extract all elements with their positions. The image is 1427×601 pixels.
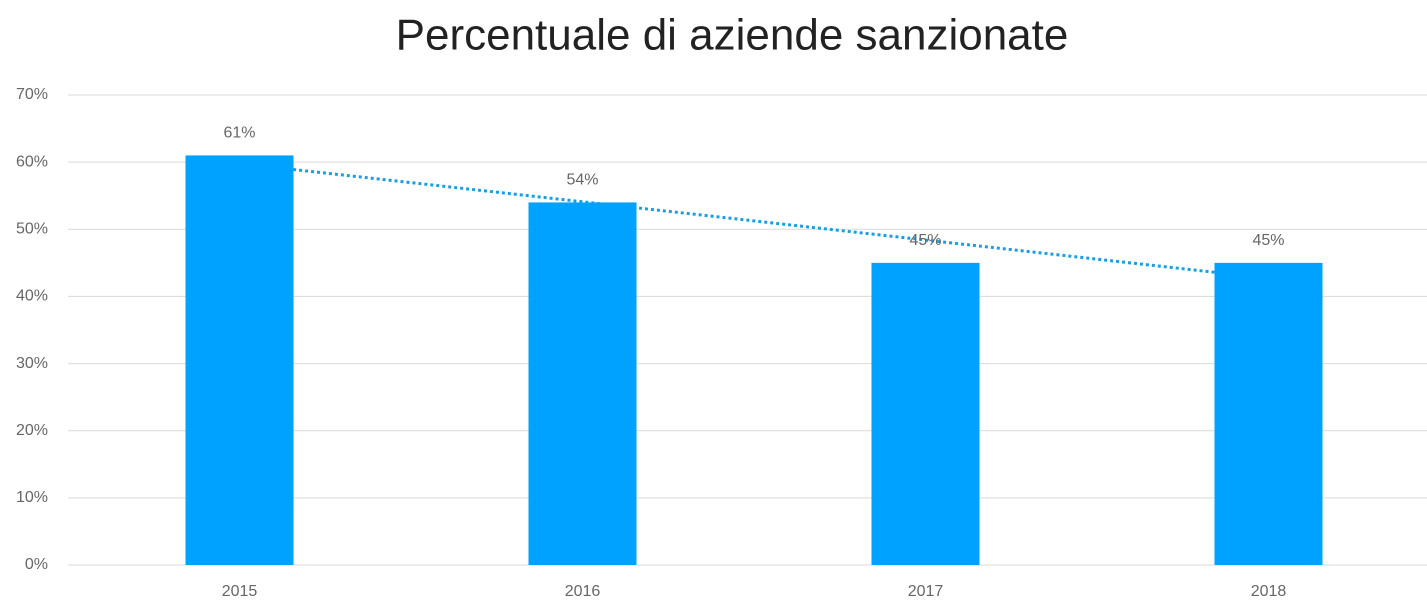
x-tick-label: 2016 xyxy=(565,583,601,600)
y-tick-label: 30% xyxy=(16,355,48,372)
y-tick-label: 50% xyxy=(16,221,48,238)
y-tick-label: 20% xyxy=(16,422,48,439)
y-tick-label: 0% xyxy=(25,556,48,573)
y-tick-label: 40% xyxy=(16,288,48,305)
bar xyxy=(528,202,637,565)
data-label: 54% xyxy=(566,172,598,189)
bar xyxy=(871,262,980,565)
x-tick-label: 2017 xyxy=(908,583,944,600)
data-label: 45% xyxy=(1252,232,1284,249)
bar xyxy=(185,155,294,565)
x-tick-label: 2018 xyxy=(1251,583,1287,600)
y-tick-label: 60% xyxy=(16,153,48,170)
data-label: 45% xyxy=(909,232,941,249)
trend-line xyxy=(239,161,1269,280)
y-tick-label: 10% xyxy=(16,489,48,506)
x-tick-label: 2015 xyxy=(222,583,258,600)
y-tick-label: 70% xyxy=(16,86,48,103)
chart-title: Percentuale di aziende sanzionate xyxy=(396,11,1069,60)
bar xyxy=(1214,262,1323,565)
data-label: 61% xyxy=(223,125,255,142)
